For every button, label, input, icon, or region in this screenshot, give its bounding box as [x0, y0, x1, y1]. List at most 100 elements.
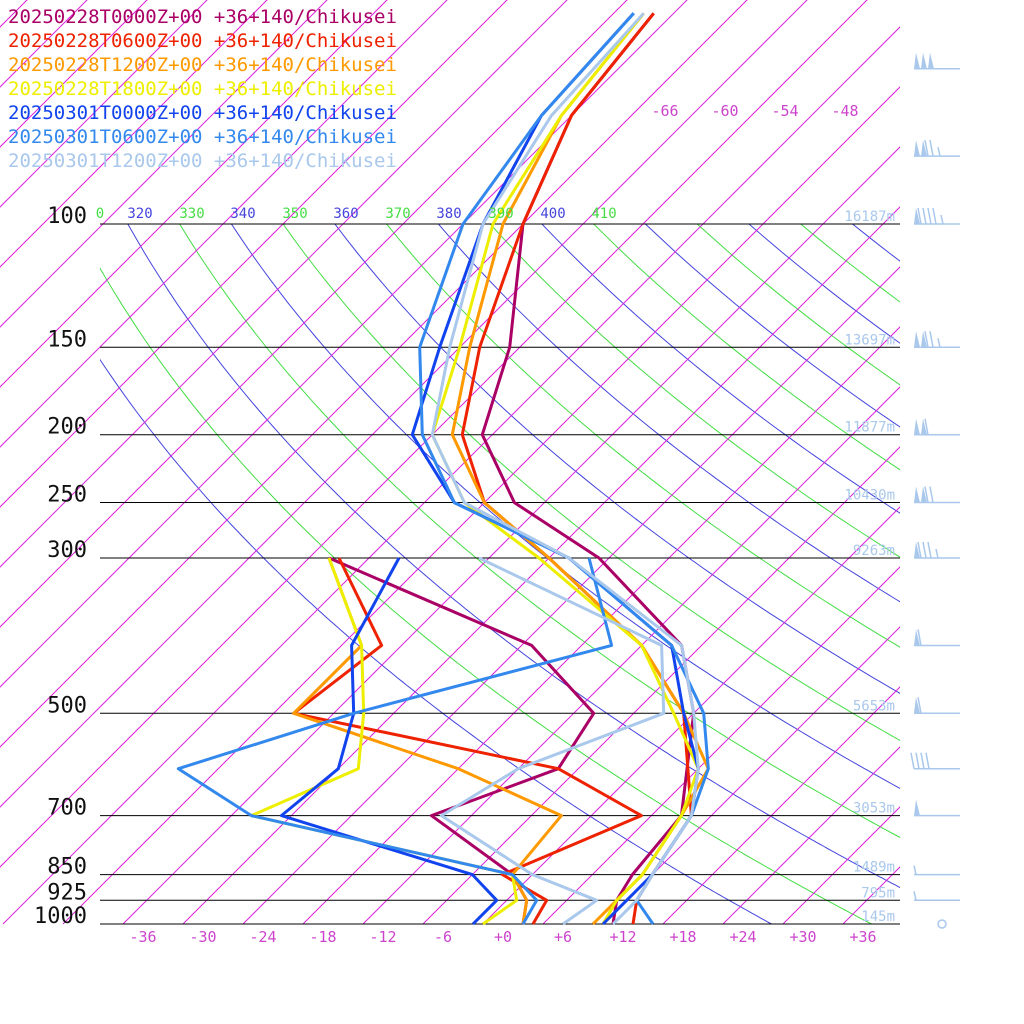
barb-full — [927, 541, 932, 559]
isotherm-line — [782, 806, 900, 925]
wind-barb — [914, 541, 960, 559]
legend: 20250228T0000Z+00 +36+140/Chikusei202502… — [8, 6, 397, 172]
theta-label: 340 — [230, 206, 255, 222]
barb-half — [937, 147, 941, 157]
theta-label: 330 — [179, 206, 204, 222]
barb-full — [915, 752, 920, 769]
barb-full — [917, 629, 922, 646]
isotherm-line — [903, 0, 1024, 924]
isotherm-line — [0, 0, 268, 268]
legend-entry: 20250228T1800Z+00 +36+140/Chikusei — [8, 78, 397, 100]
legend-entry: 20250228T1200Z+00 +36+140/Chikusei — [8, 54, 397, 76]
series-lines — [176, 12, 710, 925]
pressure-tick-label: 925 — [47, 880, 87, 905]
barb-full — [910, 752, 915, 769]
theta-label: 370 — [385, 206, 410, 222]
barb-pennant — [921, 486, 927, 503]
isotherm-line — [722, 746, 900, 925]
dry-adiabat-line — [100, 267, 872, 925]
dry-adiabat-line — [385, 224, 900, 648]
temperature-tick-label: +12 — [609, 928, 636, 946]
pressure-tick-label: 500 — [47, 693, 87, 718]
dry-adiabat-line — [334, 224, 900, 694]
barb-pennant — [914, 541, 920, 558]
barb-pennant — [914, 697, 920, 714]
temperature-tick-label: +0 — [494, 928, 512, 946]
legend-entry: 20250228T0600Z+00 +36+140/Chikusei — [8, 30, 397, 52]
isobars — [100, 223, 900, 925]
barb-pennant — [914, 799, 920, 816]
barb-full — [922, 541, 927, 559]
barb-pennant — [914, 140, 920, 157]
pressure-tick-label: 300 — [47, 538, 87, 563]
legend-entry: 20250301T0600Z+00 +36+140/Chikusei — [8, 126, 397, 148]
wind-barb — [914, 140, 960, 157]
dry-adiabat-line — [541, 224, 900, 514]
barb-half — [940, 214, 944, 225]
barb-pennant — [914, 418, 920, 435]
barb-pennant — [914, 52, 920, 69]
barb-full — [929, 140, 934, 157]
theta-label: 400 — [540, 206, 565, 222]
temperature-tick-label: -6 — [434, 928, 452, 946]
series-dewpoint-line — [292, 557, 643, 925]
dry-adiabat-line — [592, 224, 900, 471]
temperature-tick-label: -18 — [309, 928, 336, 946]
isotherm-line — [422, 446, 900, 925]
isotherm-label: -48 — [831, 102, 858, 120]
isotherm-line — [662, 686, 900, 925]
barb-pennant — [921, 140, 927, 157]
dry-adiabat-line — [100, 358, 772, 925]
isotherm-line — [602, 626, 900, 925]
barb-full — [927, 207, 932, 225]
temperature-tick-label: +36 — [849, 928, 876, 946]
wind-barb — [913, 865, 960, 876]
isotherm-line — [302, 326, 900, 925]
wind-barb — [913, 891, 960, 902]
calm-circle — [937, 919, 947, 929]
dry-adiabat-line — [282, 224, 900, 742]
barb-pennant — [921, 331, 927, 348]
dry-adiabat-line — [230, 224, 900, 789]
wind-barb — [914, 799, 960, 817]
dry-adiabat-line — [437, 224, 900, 603]
pressure-tick-label: 850 — [47, 855, 87, 880]
legend-entry: 20250301T0000Z+00 +36+140/Chikusei — [8, 102, 397, 124]
isotherm-line — [842, 866, 900, 925]
barb-full — [917, 697, 922, 714]
barb-half — [935, 548, 939, 559]
barb-pennant — [914, 629, 920, 646]
height-label: 3053m — [853, 801, 895, 817]
isotherm-line — [0, 0, 148, 148]
temperature-tick-label: -24 — [249, 928, 276, 946]
barb-pennant — [921, 418, 927, 435]
wind-barb — [910, 752, 960, 770]
barb-full — [920, 752, 925, 769]
height-label: 145m — [861, 909, 895, 925]
barb-pennant — [914, 208, 920, 224]
barb-half — [937, 338, 941, 348]
isotherm-line — [0, 0, 208, 208]
theta-label: 0 — [96, 206, 104, 222]
wind-barb — [937, 919, 947, 929]
series-dewpoint-line — [292, 557, 563, 925]
height-label: 5653m — [853, 698, 895, 714]
isotherm-line — [0, 0, 448, 448]
height-label: 10430m — [844, 488, 895, 504]
barb-full — [924, 486, 929, 503]
barb-full — [925, 752, 930, 769]
barb-full — [929, 486, 934, 503]
isotherm-line — [0, 0, 508, 508]
height-label: 13697m — [844, 332, 895, 348]
isotherm-label: -54 — [771, 102, 798, 120]
wind-barb — [914, 331, 960, 349]
pressure-tick-label: 150 — [47, 327, 87, 352]
barb-full — [917, 541, 922, 559]
series-dewpoint-line — [176, 557, 614, 925]
pressure-tick-label: 1000 — [34, 904, 87, 929]
pressure-tick-label: 100 — [47, 204, 87, 229]
series-dewpoint-line — [279, 557, 499, 925]
isotherm-line — [0, 0, 388, 388]
